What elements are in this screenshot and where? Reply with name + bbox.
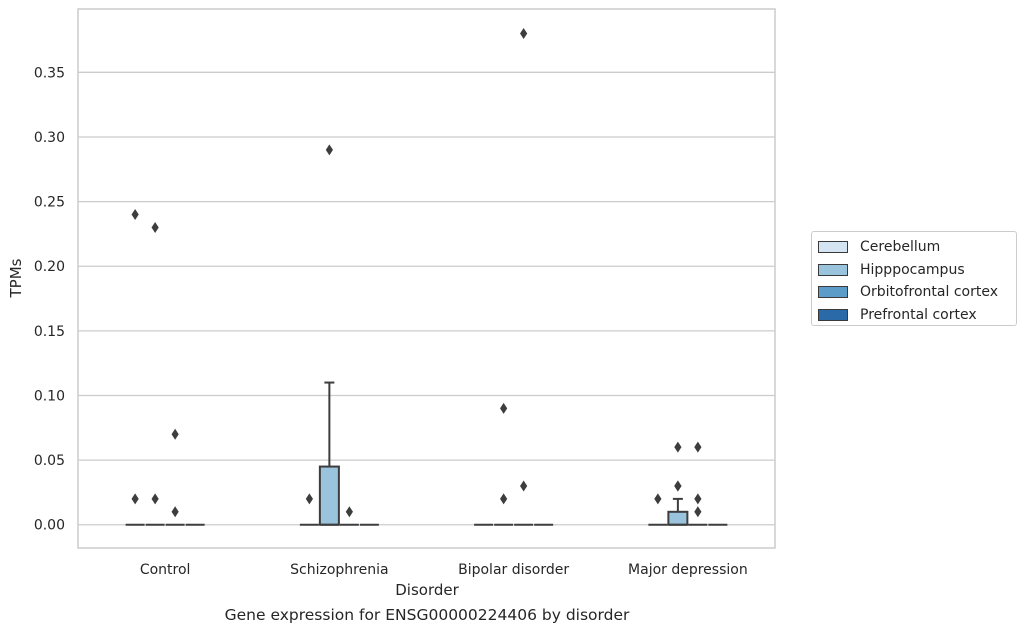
box-body [318,465,340,526]
box-body [667,510,689,526]
x-tick-label: Bipolar disorder [458,562,569,578]
y-tick-label: 0.20 [34,259,65,275]
outlier-point [694,493,702,505]
outliers [131,28,702,518]
outlier-point [151,221,159,233]
outlier-point [694,441,702,453]
outlier-point [345,506,353,518]
x-tick-label: Schizophrenia [290,562,388,578]
outlier-point [171,428,179,440]
outlier-point [694,506,702,518]
legend-swatch-prefrontal-cortex [818,308,848,321]
legend-swatch-orbitofrontal-cortex [818,286,848,299]
y-tick-label: 0.15 [34,324,65,340]
grid-lines [78,71,775,526]
legend-item-hippocampus: Hipppocampus [818,259,1016,282]
x-tick-labels: Control Schizophrenia Bipolar disorder Majo… [140,562,748,578]
legend-item-prefrontal-cortex: Prefrontal cortex [818,304,1016,327]
outlier-point [500,493,508,505]
outlier-point [151,493,159,505]
legend-label-cerebellum: Cerebellum [860,239,941,256]
y-tick-label: 0.10 [34,388,65,404]
y-tick-label: 0.00 [34,518,65,534]
outlier-point [674,480,682,492]
outlier-point [131,493,139,505]
y-tick-label: 0.35 [34,65,65,81]
legend-swatch-hippocampus [818,263,848,276]
y-tick-label: 0.25 [34,195,65,211]
y-tick-label: 0.05 [34,453,65,469]
legend-swatch-cerebellum [818,241,848,254]
legend-label-prefrontal-cortex: Prefrontal cortex [860,306,977,323]
y-tick-labels: 0.00 0.05 0.10 0.15 0.20 0.25 0.30 0.35 [34,65,65,533]
y-axis-label: TPMs [7,258,25,298]
outlier-point [325,144,333,156]
box-hipppocampus [667,497,689,526]
outlier-point [305,493,313,505]
plot-area-frame [77,8,776,549]
legend-item-orbitofrontal-cortex: Orbitofrontal cortex [818,281,1016,304]
outlier-point [520,480,528,492]
boxes [125,381,728,526]
outlier-point [520,28,528,40]
x-tick-label: Control [140,562,191,578]
x-axis-label: Disorder [395,581,459,599]
outlier-point [131,209,139,221]
outlier-point [500,402,508,414]
chart-caption: Gene expression for ENSG00000224406 by d… [224,606,630,624]
legend-item-cerebellum: Cerebellum [818,236,1016,259]
x-tick-label: Major depression [628,562,748,578]
legend: Cerebellum Hipppocampus Orbitofrontal co… [811,231,1017,326]
legend-label-orbitofrontal-cortex: Orbitofrontal cortex [860,284,998,301]
box-hipppocampus [318,381,340,526]
outlier-point [171,506,179,518]
outlier-point [674,441,682,453]
outlier-point [654,493,662,505]
y-tick-label: 0.30 [34,130,65,146]
legend-label-hippocampus: Hipppocampus [860,261,965,278]
